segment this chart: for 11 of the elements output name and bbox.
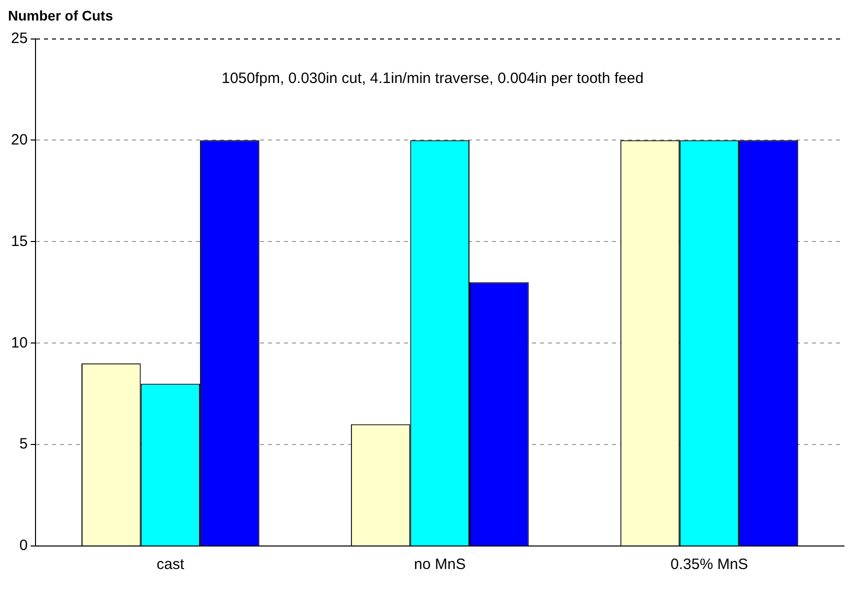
x-tick-label: cast	[156, 556, 185, 574]
x-tick-label: no MnS	[414, 556, 466, 574]
y-tick-label: 15	[10, 232, 28, 250]
y-tick-label: 10	[10, 334, 28, 352]
x-tick-label: 0.35% MnS	[670, 556, 748, 574]
y-tick-label: 0	[19, 537, 28, 554]
y-tick-label: 5	[19, 436, 28, 453]
y-axis-title: Number of Cuts	[8, 7, 114, 24]
annotation: 1050fpm, 0.030in cut, 4.1in/min traverse, 0.004in per tooth feed	[222, 70, 644, 87]
y-tick-label: 25	[10, 30, 28, 47]
y-tick-label: 20	[10, 131, 28, 148]
